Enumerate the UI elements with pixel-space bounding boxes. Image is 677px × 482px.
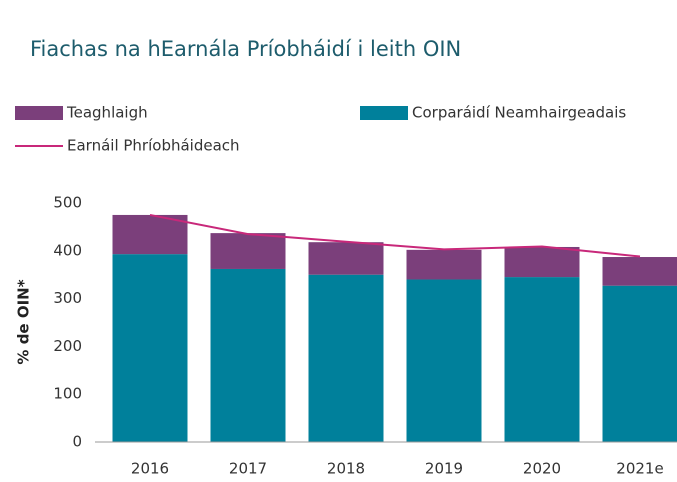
bar-segment [602, 285, 677, 442]
bar-segment [112, 214, 188, 255]
legend-label: Corparáidí Neamhairgeadais [412, 104, 626, 122]
x-tick-label: 2021e [616, 460, 663, 478]
x-tick-label: 2019 [425, 460, 463, 478]
legend-label: Earnáil Phríobháideach [67, 137, 240, 155]
y-tick-label: 200 [53, 337, 82, 355]
x-tick-label: 2016 [131, 460, 169, 478]
line-series [149, 213, 641, 258]
bar-segment [406, 249, 482, 280]
legend-swatch [15, 106, 63, 120]
chart-title: Fiachas na hEarnála Príobháidí i leith O… [30, 37, 461, 61]
x-tick-label: 2018 [327, 460, 365, 478]
bar-segment [504, 277, 580, 442]
y-tick-label: 0 [72, 433, 82, 451]
bar-segment [308, 242, 384, 275]
bar-segment [210, 233, 286, 269]
bar-segment [406, 279, 482, 442]
bar-segment [602, 257, 677, 286]
bar-segment [210, 268, 286, 442]
y-tick-label: 100 [53, 385, 82, 403]
legend-label: Teaghlaigh [66, 104, 148, 122]
y-tick-label: 300 [53, 289, 82, 307]
bar-segment [112, 254, 188, 442]
x-tick-label: 2017 [229, 460, 267, 478]
x-tick-label: 2020 [523, 460, 561, 478]
bar-segment [308, 274, 384, 442]
legend-swatch [360, 106, 408, 120]
bar-segment [504, 246, 580, 278]
y-tick-label: 400 [53, 241, 82, 259]
y-axis-label: % de OIN* [15, 279, 33, 364]
y-tick-label: 500 [53, 194, 82, 212]
